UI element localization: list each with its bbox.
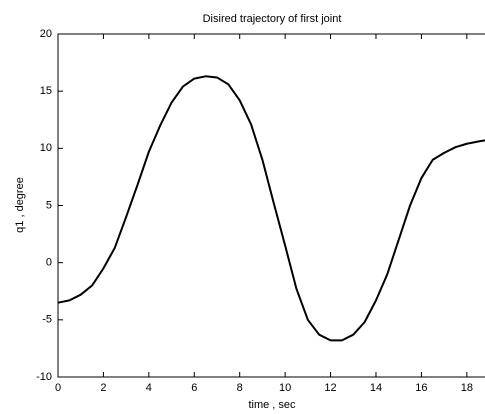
x-axis-label: time , sec: [248, 399, 296, 411]
x-tick-label: 2: [100, 382, 106, 394]
y-tick-label: 5: [46, 199, 52, 211]
y-tick-label: -10: [36, 371, 52, 383]
y-axis-label: q1 , degree: [14, 177, 26, 233]
x-tick-label: 14: [370, 382, 382, 394]
x-tick-label: 16: [415, 382, 427, 394]
y-tick-label: 15: [40, 85, 52, 97]
chart-title: Disired trajectory of first joint: [203, 13, 342, 25]
y-tick-label: 0: [46, 257, 52, 269]
y-tick-label: 20: [40, 28, 52, 40]
y-tick-label: 10: [40, 142, 52, 154]
plot-area: [57, 33, 485, 378]
x-tick-label: 6: [191, 382, 197, 394]
x-tick-label: 4: [146, 382, 152, 394]
x-tick-label: 18: [461, 382, 473, 394]
x-tick-label: 8: [237, 382, 243, 394]
line: [57, 75, 485, 342]
x-tick-label: 0: [55, 382, 61, 394]
x-tick-label: 10: [279, 382, 291, 394]
y-tick-label: -5: [42, 314, 52, 326]
x-tick-label: 12: [324, 382, 336, 394]
